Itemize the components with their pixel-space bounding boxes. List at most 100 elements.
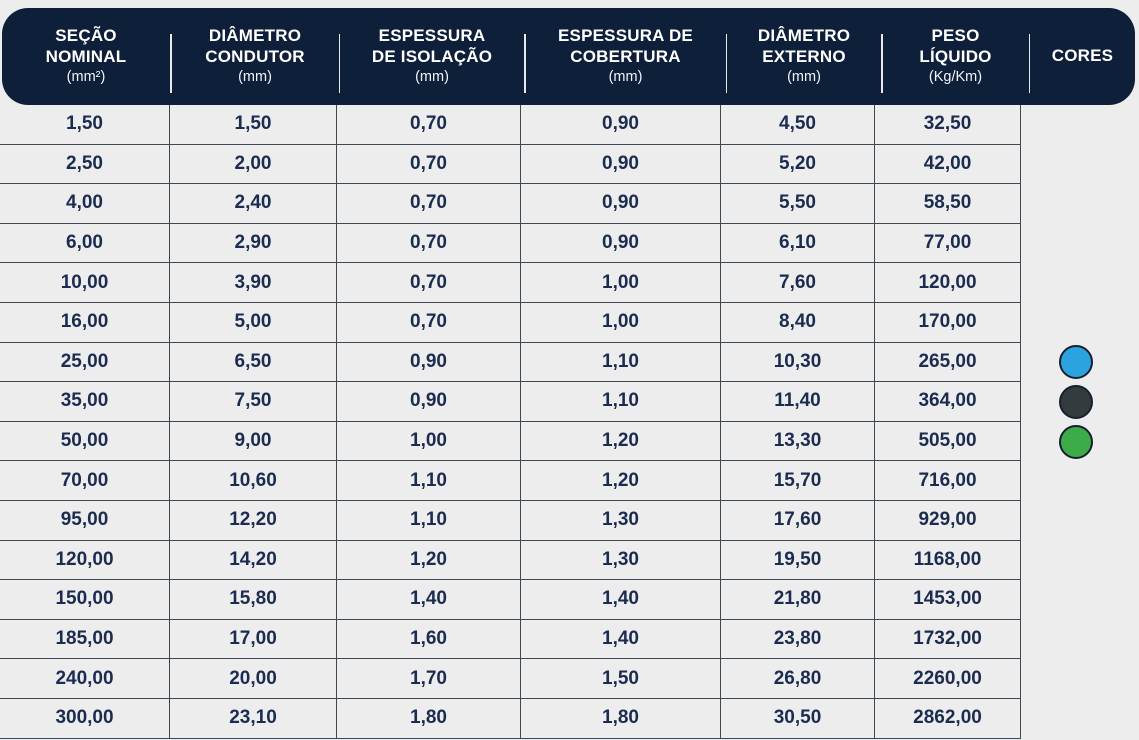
header-label: CORES (1051, 46, 1114, 66)
cell-espessura-isolacao: 0,90 (337, 382, 521, 422)
header-unit: (mm) (787, 69, 821, 86)
cell-diametro-externo: 30,50 (721, 698, 875, 739)
cell-diametro-condutor: 15,80 (170, 580, 337, 620)
cell-peso-liquido: 170,00 (875, 302, 1021, 343)
header-unit: (Kg/Km) (928, 69, 983, 86)
header-unit: (mm) (238, 69, 272, 86)
header-divider (1028, 34, 1030, 93)
cell-diametro-externo: 5,50 (721, 184, 875, 224)
cell-secao-nominal: 35,00 (0, 382, 170, 422)
cell-espessura-isolacao: 1,60 (337, 619, 521, 660)
cell-diametro-condutor: 23,10 (170, 698, 337, 739)
cell-cores (1021, 580, 1139, 620)
cell-espessura-cobertura: 0,90 (521, 144, 721, 185)
cell-espessura-isolacao: 1,10 (337, 461, 521, 501)
cell-diametro-externo: 6,10 (721, 223, 875, 264)
header-label: PESO (931, 25, 980, 45)
cell-espessura-cobertura: 1,50 (521, 659, 721, 699)
cell-espessura-cobertura: 1,30 (521, 500, 721, 541)
cell-diametro-externo: 19,50 (721, 540, 875, 581)
cell-diametro-condutor: 14,20 (170, 540, 337, 581)
table-row: 6,00 2,90 0,70 0,90 6,10 77,00 (0, 223, 1139, 264)
cell-cores (1021, 224, 1139, 264)
header-espessura-cobertura: ESPESSURA DE COBERTURA (mm) (526, 8, 726, 105)
cell-secao-nominal: 95,00 (0, 500, 170, 541)
cell-espessura-cobertura: 1,20 (521, 421, 721, 462)
cell-espessura-cobertura: 1,10 (521, 382, 721, 422)
cell-espessura-isolacao: 0,70 (337, 144, 521, 185)
table-row: 35,00 7,50 0,90 1,10 11,40 364,00 (0, 382, 1139, 422)
cell-diametro-externo: 23,80 (721, 619, 875, 660)
cell-secao-nominal: 150,00 (0, 580, 170, 620)
cell-espessura-cobertura: 0,90 (521, 223, 721, 264)
table-row: 120,00 14,20 1,20 1,30 19,50 1168,00 (0, 540, 1139, 581)
cell-espessura-isolacao: 0,70 (337, 223, 521, 264)
cell-cores (1021, 620, 1139, 660)
color-dot-blue (1059, 345, 1093, 379)
header-label: DIÂMETRO (757, 25, 851, 45)
cell-diametro-condutor: 3,90 (170, 263, 337, 303)
cell-diametro-externo: 17,60 (721, 500, 875, 541)
table-row: 4,00 2,40 0,70 0,90 5,50 58,50 (0, 184, 1139, 224)
cell-diametro-condutor: 7,50 (170, 382, 337, 422)
cell-diametro-condutor: 5,00 (170, 302, 337, 343)
cell-secao-nominal: 2,50 (0, 144, 170, 185)
cell-secao-nominal: 10,00 (0, 263, 170, 303)
cell-diametro-externo: 21,80 (721, 580, 875, 620)
cell-secao-nominal: 6,00 (0, 223, 170, 264)
cell-diametro-condutor: 17,00 (170, 619, 337, 660)
cell-espessura-cobertura: 0,90 (521, 184, 721, 224)
header-divider (725, 34, 727, 93)
header-label: LÍQUIDO (919, 46, 992, 66)
table-header: SEÇÃO NOMINAL (mm²) DIÂMETRO CONDUTOR (m… (2, 8, 1135, 105)
cell-secao-nominal: 240,00 (0, 659, 170, 699)
cell-diametro-condutor: 20,00 (170, 659, 337, 699)
cell-diametro-externo: 15,70 (721, 461, 875, 501)
header-label: NOMINAL (45, 46, 127, 66)
table-row: 70,00 10,60 1,10 1,20 15,70 716,00 (0, 461, 1139, 501)
cell-diametro-externo: 7,60 (721, 263, 875, 303)
cell-espessura-isolacao: 1,80 (337, 698, 521, 739)
header-label: COBERTURA (570, 46, 681, 66)
table-row: 300,00 23,10 1,80 1,80 30,50 2862,00 (0, 698, 1139, 739)
cell-espessura-cobertura: 1,80 (521, 698, 721, 739)
cell-diametro-externo: 5,20 (721, 144, 875, 185)
cell-secao-nominal: 70,00 (0, 461, 170, 501)
cell-cores (1021, 145, 1139, 185)
cell-secao-nominal: 185,00 (0, 619, 170, 660)
cell-diametro-condutor: 2,90 (170, 223, 337, 264)
table-row: 185,00 17,00 1,60 1,40 23,80 1732,00 (0, 619, 1139, 660)
cell-espessura-isolacao: 0,90 (337, 342, 521, 383)
cell-diametro-externo: 11,40 (721, 382, 875, 422)
cell-diametro-condutor: 6,50 (170, 342, 337, 383)
cell-peso-liquido: 716,00 (875, 461, 1021, 501)
cell-peso-liquido: 364,00 (875, 382, 1021, 422)
table-row: 25,00 6,50 0,90 1,10 10,30 265,00 (0, 342, 1139, 383)
cell-diametro-externo: 8,40 (721, 302, 875, 343)
cell-cores (1021, 699, 1139, 739)
header-peso-liquido: PESO LÍQUIDO (Kg/Km) (883, 8, 1029, 105)
color-dot-green (1059, 425, 1093, 459)
header-label: EXTERNO (762, 46, 846, 66)
cell-espessura-isolacao: 0,70 (337, 302, 521, 343)
cell-peso-liquido: 1168,00 (875, 540, 1021, 581)
cell-cores (1021, 303, 1139, 343)
cell-peso-liquido: 929,00 (875, 500, 1021, 541)
cell-peso-liquido: 77,00 (875, 223, 1021, 264)
table-row: 2,50 2,00 0,70 0,90 5,20 42,00 (0, 144, 1139, 185)
table-row: 50,00 9,00 1,00 1,20 13,30 505,00 (0, 421, 1139, 462)
header-unit: (mm²) (66, 69, 106, 86)
cell-peso-liquido: 42,00 (875, 144, 1021, 185)
cell-secao-nominal: 120,00 (0, 540, 170, 581)
cell-diametro-externo: 13,30 (721, 421, 875, 462)
header-secao-nominal: SEÇÃO NOMINAL (mm²) (2, 8, 170, 105)
cell-peso-liquido: 2862,00 (875, 698, 1021, 739)
cell-secao-nominal: 300,00 (0, 698, 170, 739)
cell-secao-nominal: 1,50 (0, 105, 170, 145)
cell-cores (1021, 105, 1139, 145)
cell-espessura-isolacao: 1,10 (337, 500, 521, 541)
header-divider (338, 34, 340, 93)
header-label: ESPESSURA (378, 25, 486, 45)
cell-cores (1021, 541, 1139, 581)
